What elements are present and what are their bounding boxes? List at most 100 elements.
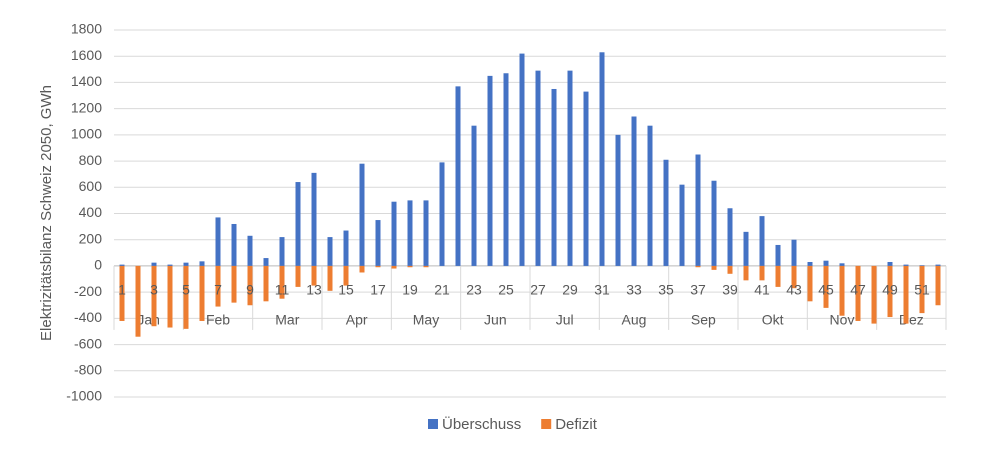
bar: [423, 265, 429, 268]
x-tick-label: 15: [338, 282, 354, 298]
bar: [391, 265, 397, 269]
bar: [711, 180, 717, 266]
bar: [263, 258, 269, 266]
month-label: Nov: [830, 312, 855, 328]
bar: [247, 235, 253, 266]
bar: [823, 265, 829, 308]
month-label: Okt: [762, 312, 784, 328]
x-tick-label: 5: [182, 282, 190, 298]
bar: [279, 237, 285, 266]
x-tick-label: 25: [498, 282, 514, 298]
bar: [455, 86, 461, 266]
y-tick-label: 1400: [71, 73, 102, 89]
bar: [535, 70, 541, 266]
bar: [359, 265, 365, 273]
bar: [695, 154, 701, 266]
bar: [807, 265, 813, 302]
x-tick-label: 37: [690, 282, 706, 298]
bar: [391, 201, 397, 266]
x-tick-label: 45: [818, 282, 834, 298]
month-label: Jan: [137, 312, 160, 328]
bar: [871, 265, 877, 324]
month-label: Dez: [899, 312, 924, 328]
x-tick-label: 7: [214, 282, 222, 298]
bar: [631, 116, 637, 266]
y-tick-label: -600: [74, 335, 102, 351]
y-tick-label: 1000: [71, 126, 102, 142]
bar: [119, 264, 125, 266]
x-tick-label: 1: [118, 282, 126, 298]
bar: [919, 265, 925, 266]
bar: [839, 263, 845, 266]
bar: [935, 264, 941, 266]
y-tick-label: 1600: [71, 47, 102, 63]
x-tick-label: 29: [562, 282, 578, 298]
legend-label: Defizit: [555, 416, 598, 433]
y-tick-label: -800: [74, 361, 102, 377]
bar: [791, 265, 797, 289]
bar: [295, 265, 301, 287]
bar: [663, 159, 669, 266]
bar: [647, 125, 653, 266]
y-tick-label: -1000: [66, 388, 102, 404]
month-label: May: [413, 312, 439, 328]
bar: [487, 75, 493, 266]
bar: [439, 162, 445, 266]
bar: [887, 265, 893, 318]
bar: [359, 163, 365, 266]
bar: [343, 265, 349, 286]
bar: [263, 265, 269, 302]
bar: [183, 262, 189, 266]
bar: [695, 265, 701, 268]
bar: [407, 200, 413, 266]
bar: [471, 125, 477, 266]
bar: [791, 239, 797, 266]
y-tick-label: 0: [94, 257, 102, 273]
legend-swatch: [541, 419, 552, 429]
x-tick-label: 17: [370, 282, 386, 298]
bar: [919, 265, 925, 314]
y-tick-label: 800: [79, 152, 103, 168]
x-tick-label: 47: [850, 282, 866, 298]
month-label: Feb: [206, 312, 230, 328]
bar: [775, 244, 781, 266]
bar: [327, 237, 333, 266]
x-tick-label: 19: [402, 282, 418, 298]
bar: [327, 265, 333, 291]
month-label: Sep: [691, 312, 716, 328]
month-label: Jul: [556, 312, 574, 328]
bar: [215, 217, 221, 266]
bar: [199, 261, 205, 266]
bar: [551, 88, 557, 266]
x-tick-label: 35: [658, 282, 674, 298]
bar: [727, 208, 733, 266]
bar: [231, 223, 237, 266]
bar: [183, 265, 189, 329]
bar: [599, 52, 605, 266]
y-tick-label: 600: [79, 178, 103, 194]
y-tick-label: 400: [79, 204, 103, 220]
x-tick-label: 13: [306, 282, 322, 298]
x-tick-label: 49: [882, 282, 898, 298]
y-axis-title: Elektrizitätsbilanz Schweiz 2050, GWh: [38, 85, 55, 341]
legend-swatch: [428, 419, 438, 429]
y-tick-label: -400: [74, 309, 102, 325]
bar: [375, 220, 381, 266]
bar: [135, 265, 141, 337]
bar: [743, 265, 749, 281]
legend-label: Überschuss: [442, 415, 521, 433]
bar: [151, 265, 157, 327]
bar: [839, 265, 845, 316]
bar: [903, 264, 909, 266]
x-tick-label: 23: [466, 282, 482, 298]
bar: [759, 265, 765, 281]
x-tick-label: 41: [754, 282, 770, 298]
x-tick-label: 21: [434, 282, 450, 298]
bar: [519, 53, 525, 266]
bar: [903, 265, 909, 324]
x-tick-label: 31: [594, 282, 610, 298]
bar: [423, 200, 429, 266]
bar: [807, 261, 813, 266]
month-label: Jun: [484, 312, 507, 328]
